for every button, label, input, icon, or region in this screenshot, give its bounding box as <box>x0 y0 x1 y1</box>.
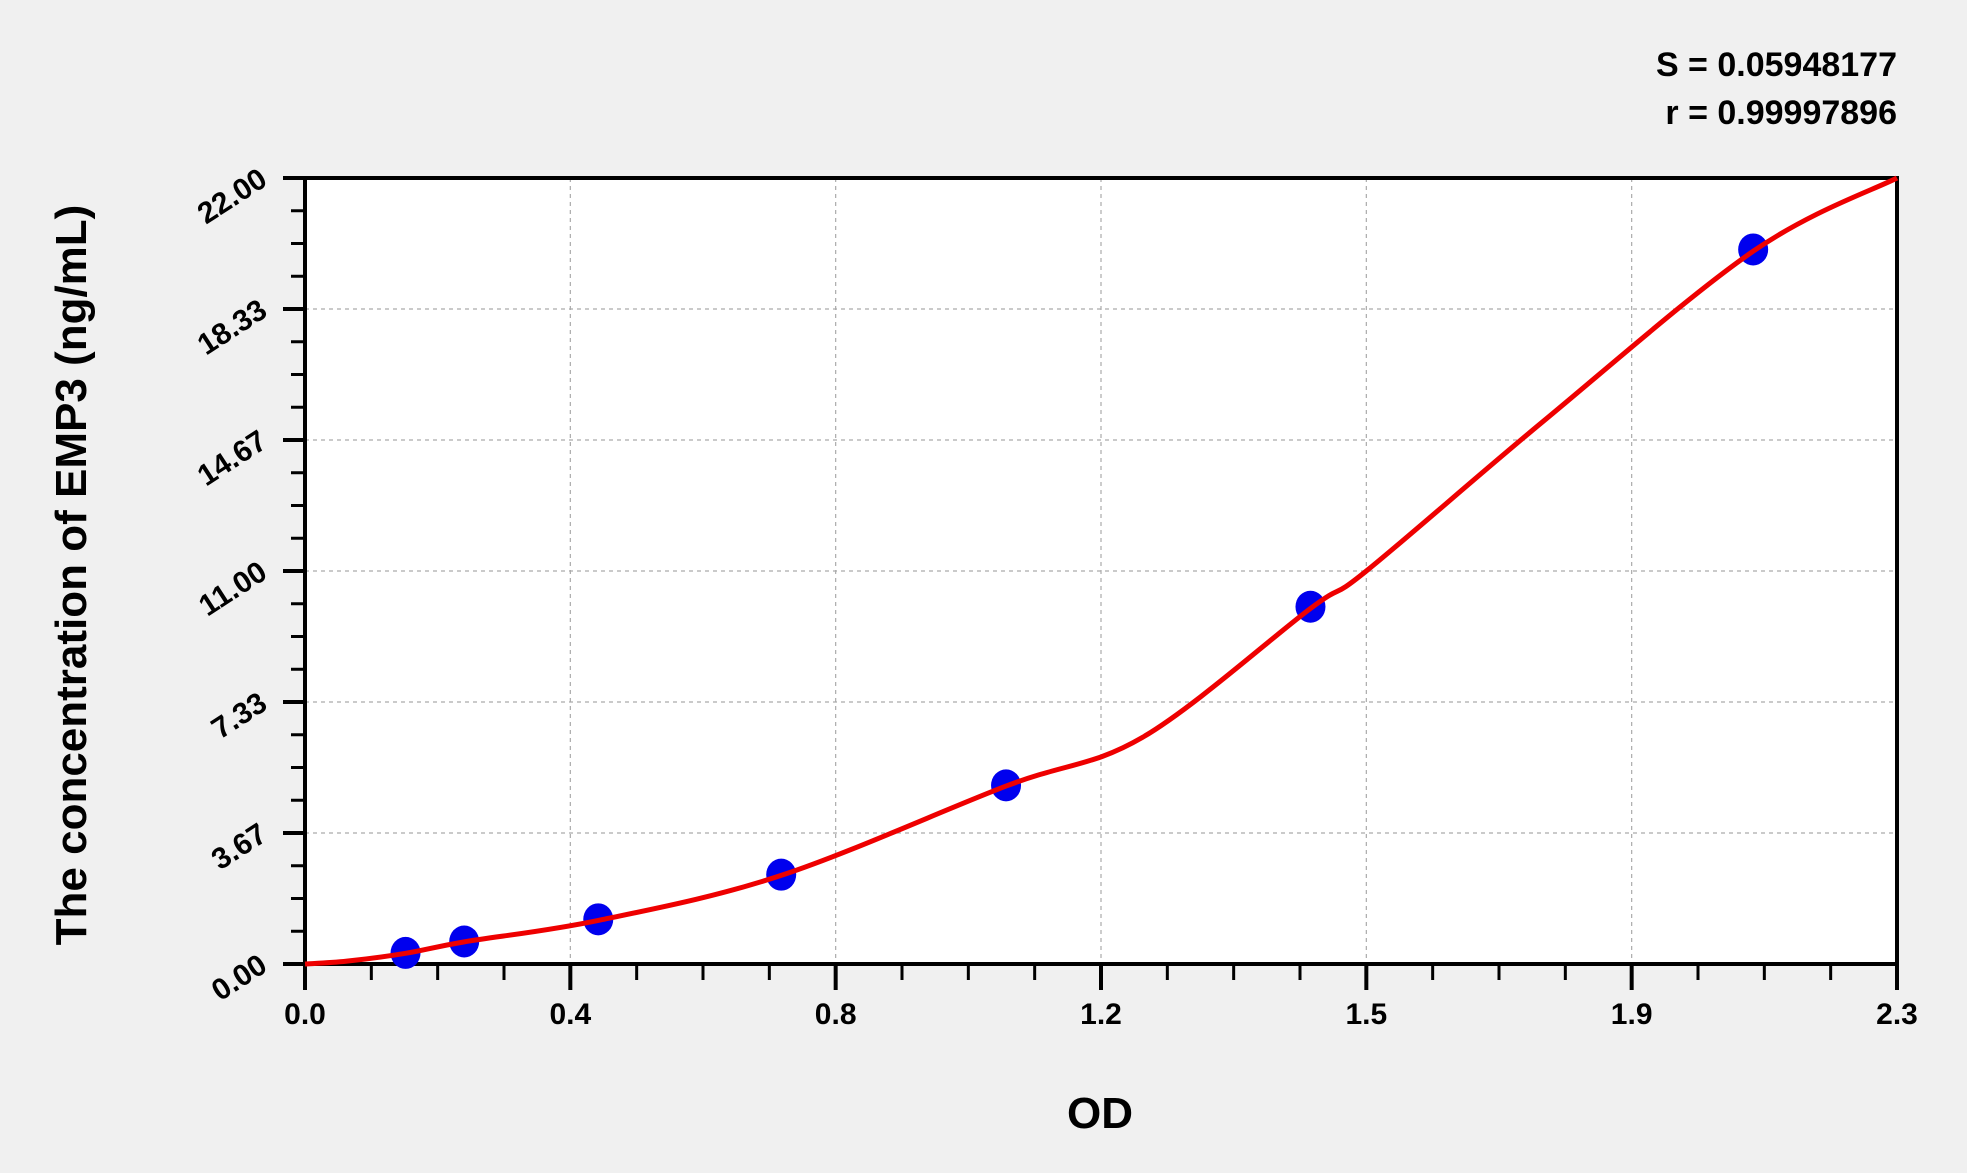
axis-ticks <box>283 176 1899 990</box>
x-tick-label: 0.8 <box>815 998 857 1031</box>
annotation-r: r = 0.99997896 <box>1665 94 1897 132</box>
x-tick-label: 1.9 <box>1611 998 1653 1031</box>
y-tick-label: 22.00 <box>192 162 273 231</box>
y-tick-label: 3.67 <box>206 817 273 876</box>
y-tick-label: 11.00 <box>193 555 273 623</box>
y-tick-label: 14.67 <box>192 424 273 493</box>
y-tick-label: 7.33 <box>206 686 273 745</box>
x-tick-label: 1.2 <box>1080 998 1122 1031</box>
y-axis-title: The concentration of EMP3 (ng/mL) <box>47 205 96 946</box>
plot-frame <box>303 176 1899 966</box>
x-tick-labels: 0.0 0.4 0.8 1.2 1.5 1.9 2.3 <box>284 998 1918 1031</box>
x-axis-title: OD <box>1067 1089 1133 1138</box>
y-tick-label: 0.00 <box>206 948 273 1007</box>
y-tick-labels: 0.00 3.67 7.33 11.00 14.67 18.33 22.00 <box>192 162 273 1007</box>
x-tick-label: 0.0 <box>284 998 326 1031</box>
x-tick-label: 2.3 <box>1876 998 1918 1031</box>
x-tick-label: 0.4 <box>549 998 591 1031</box>
y-tick-label: 18.33 <box>192 293 273 362</box>
x-tick-label: 1.5 <box>1345 998 1387 1031</box>
annotation-s: S = 0.05948177 <box>1656 46 1897 84</box>
fit-curve <box>304 175 1899 967</box>
